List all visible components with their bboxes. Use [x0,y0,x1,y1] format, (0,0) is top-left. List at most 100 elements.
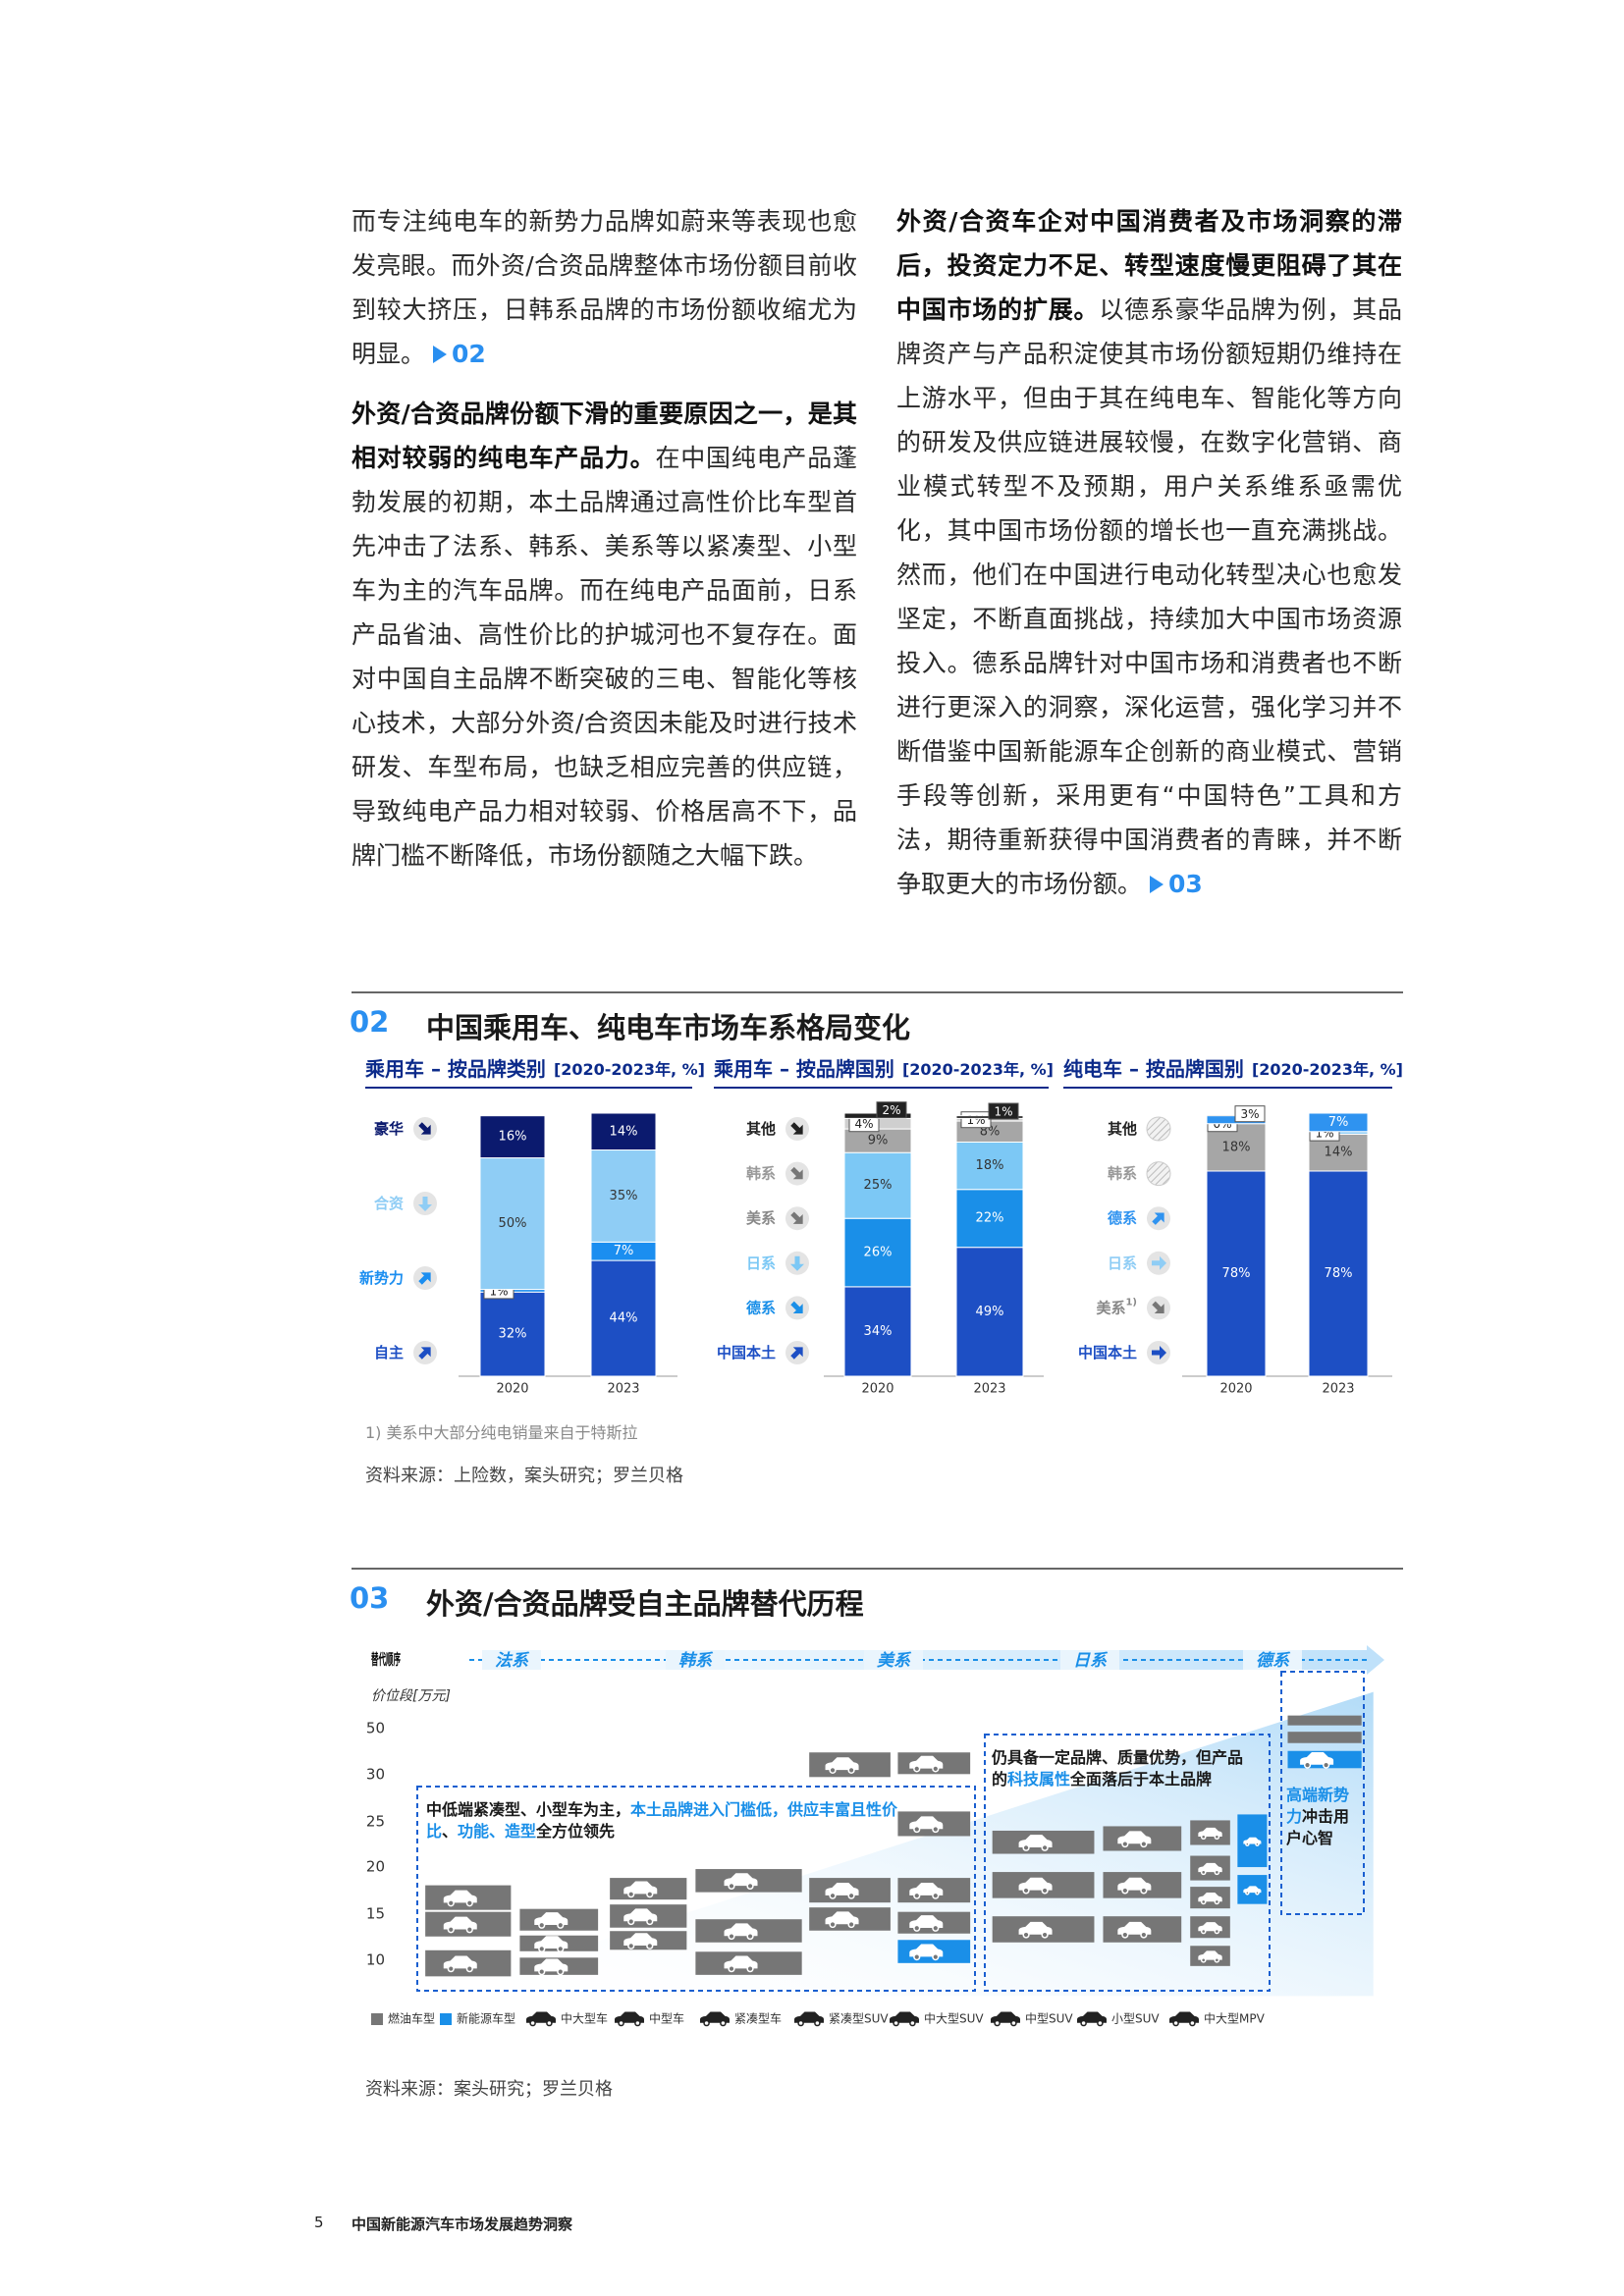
trend-arrow [418,1122,431,1135]
bar-segment [1308,1170,1369,1377]
wheel [913,1953,921,1961]
legend-label: 其他 [1108,1120,1137,1138]
data-label: 14% [1325,1146,1353,1160]
right-column: 外资/合资车企对中国消费者及市场洞察的滞后，投资定力不足、转型速度慢更阻碍了其在… [896,199,1402,922]
legend-name: 其他 [1108,1120,1137,1138]
arrow [790,1347,803,1360]
wheel [1255,1842,1260,1846]
y-tick-label: 30 [366,1766,385,1784]
car-icon [909,1944,944,1957]
wheel [1041,1887,1049,1895]
bar-segment [590,1149,657,1243]
wheel [932,1924,940,1932]
data-label: 78% [1222,1266,1251,1281]
legend-name: 中国本土 [717,1344,776,1362]
car-icon [909,1883,944,1896]
car-icon [1018,1877,1053,1891]
chart-subtitle: [2020-2023年, %] [902,1060,1054,1079]
footnote: 1) 美系中大部分纯电销量来自于特斯拉 [365,1423,638,1442]
figure-ref: 02 [452,340,486,368]
figure-number: 03 [350,1581,390,1615]
legend-label: 豪华 [374,1120,404,1138]
data-label: 18% [1222,1140,1251,1154]
chart-subtitle: [2020-2023年, %] [1252,1060,1403,1079]
chart-title-text: 乘用车 – 按品牌类别 [364,1057,546,1081]
y-tick-label: 10 [366,1951,385,1969]
paragraph: 而专注纯电车的新势力品牌如蔚来等表现也愈发亮眼。而外资/合资品牌整体市场份额目前… [352,199,857,376]
legend-label: 中国本土 [717,1344,776,1362]
body-text: 以德系豪华品牌为例，其品牌资产与产品积淀使其市场份额短期仍维持在上游水平，但由于… [896,295,1402,898]
dashed-box [416,1786,976,1992]
legend-name: 日系 [1108,1254,1137,1271]
wheel [557,1968,565,1976]
wheel [646,1942,654,1949]
wheel [1121,1840,1129,1848]
wheel [932,1765,940,1773]
wheel [1140,1931,1148,1939]
bar-segment [955,1247,1024,1377]
wheel [1140,1887,1148,1895]
legend-swatch [371,2013,383,2025]
vehicle-block [1287,1715,1362,1726]
legend-label: 日系 [1108,1254,1137,1271]
legend-name: 自主 [374,1344,404,1362]
left-column: 而专注纯电车的新势力品牌如蔚来等表现也愈发亮眼。而外资/合资品牌整体市场份额目前… [352,199,857,893]
wheel [1121,1931,1129,1939]
order-tag-bg [666,1650,725,1670]
arrow [1152,1346,1166,1360]
wheel [557,1921,565,1929]
wheel [1172,2019,1179,2027]
wheel [1200,1834,1207,1841]
label-box [988,1102,1019,1120]
wheel [634,2019,641,2027]
body-text: 而专注纯电车的新势力品牌如蔚来等表现也愈发亮眼。而外资/合资品牌整体市场份额目前… [352,207,857,368]
order-tag: 法系 [495,1651,530,1671]
wheel [746,1932,754,1941]
legend-label: 紧凑型车 [734,2011,782,2026]
data-label: 78% [1325,1266,1353,1281]
wheel [1022,1887,1030,1895]
wheel [1245,1842,1250,1846]
wheel [994,2019,1001,2027]
chart-title: 乘用车 – 按品牌类别 [2020-2023年, %] [364,1057,705,1081]
legend-name: 中国本土 [1078,1344,1137,1362]
trend-arrow [418,1197,432,1211]
arrow [790,1301,803,1314]
trend-arrow [1152,1255,1166,1270]
car-icon [443,1955,477,1969]
wheel [829,1892,837,1899]
legend-note: 1) [1125,1297,1137,1308]
axis-label: 价位段[万元] [371,1688,451,1704]
wheel [1080,2019,1087,2027]
bar-segment [479,1157,546,1291]
y-tick-label: 50 [366,1720,385,1737]
wheel [703,2019,710,2027]
wheel [1022,1931,1030,1939]
trend-arrow [418,1347,431,1360]
wheel [538,1968,546,1976]
y-tick-label: 20 [366,1858,385,1876]
trend-arrow [790,1255,804,1271]
car-icon [1117,1877,1152,1891]
label-box [1234,1105,1266,1123]
legend-label: 美系 [746,1209,776,1227]
trend-arrow [790,1166,803,1180]
bar-segment [843,1128,912,1153]
legend-label: 新势力 [359,1269,404,1287]
wheel [932,1953,940,1961]
data-label: 2% [882,1103,900,1117]
x-tick-label: 2020 [496,1382,528,1397]
source: 资料来源：案头研究；罗兰贝格 [365,2079,613,2100]
order-tag: 德系 [1256,1651,1291,1671]
bar-segment [479,1115,546,1159]
data-label: 25% [864,1178,893,1193]
annotation-run: 全面落后于本土品牌 [1070,1770,1213,1789]
arrow [418,1197,432,1211]
wheel [1323,1761,1330,1769]
data-label: 14% [610,1124,638,1139]
order-tag-bg [482,1650,541,1670]
chart-title-text: 乘用车 – 按品牌国别 [713,1057,894,1081]
footer-title: 中国新能源汽车市场发展趋势洞察 [352,2216,573,2233]
x-tick-label: 2023 [973,1382,1005,1397]
